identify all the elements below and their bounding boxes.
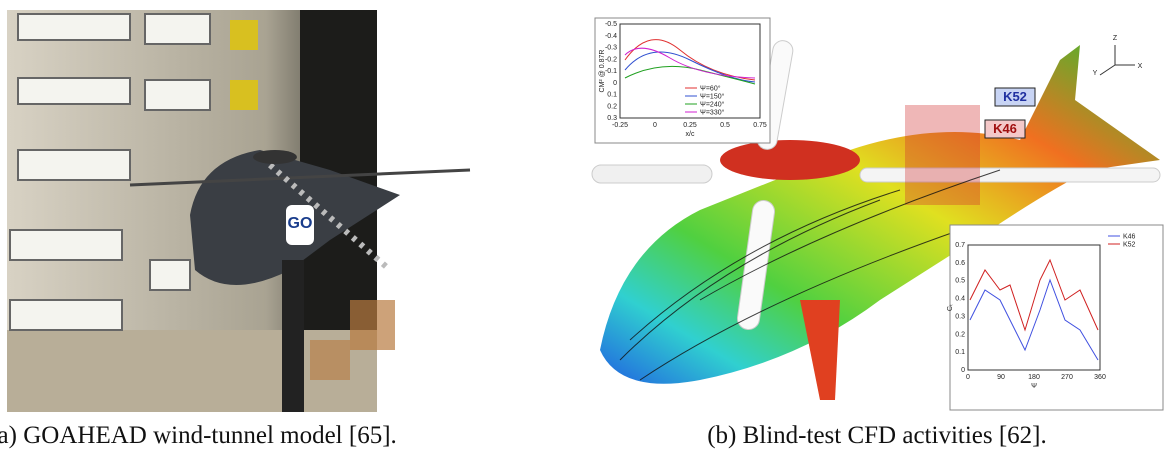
axis-letter: X [1138, 63, 1143, 70]
axis-letter: Y [1093, 70, 1098, 77]
figure: GO (a) GOAHEAD wind-tunnel model [65]. (… [0, 0, 1165, 459]
y-tick-label: -0.5 [605, 21, 617, 28]
y-tick-label: -0.1 [605, 68, 617, 75]
x-tick-label: 270 [1061, 374, 1073, 381]
y-tick-label: 0.3 [607, 115, 617, 122]
y-tick-label: 0.3 [955, 313, 965, 320]
x-axis-label: x/c [686, 131, 695, 138]
legend-label: K52 [1123, 242, 1136, 249]
photo-a: GO [7, 10, 470, 412]
x-tick-label: 0 [653, 122, 657, 129]
x-tick-label: 180 [1028, 374, 1040, 381]
legend-label: Ψ=60° [700, 85, 721, 93]
x-axis-label: Ψ [1031, 383, 1037, 390]
legend-label: Ψ=240° [700, 101, 725, 109]
caption: (b) Blind-test CFD activities [62]. [707, 422, 1047, 449]
y-tick-label: 0.4 [955, 296, 965, 303]
tag: K52 [1003, 89, 1027, 104]
y-tick-label: 0.2 [607, 103, 617, 110]
legend-label: K46 [1123, 234, 1136, 241]
x-tick-label: -0.25 [612, 122, 628, 129]
x-tick-label: 0.75 [753, 122, 767, 129]
caption: (a) GOAHEAD wind-tunnel model [65]. [0, 422, 397, 449]
y-axis-label: CM² @ 0.87R [599, 50, 606, 93]
y-tick-label: 0.1 [955, 349, 965, 356]
y-tick-label: -0.4 [605, 33, 617, 40]
y-tick-label: 0 [613, 80, 617, 87]
render-b [592, 18, 1163, 410]
y-tick-label: 0.1 [607, 92, 617, 99]
y-tick-label: 0.2 [955, 331, 965, 338]
x-tick-label: 0 [966, 374, 970, 381]
x-tick-label: 90 [997, 374, 1005, 381]
logo: GO [288, 215, 313, 232]
tag: K46 [993, 121, 1017, 136]
x-tick-label: 360 [1094, 374, 1106, 381]
axis-letter: Z [1113, 35, 1118, 42]
y-tick-label: 0.6 [955, 260, 965, 267]
legend-label: Ψ=150° [700, 93, 725, 101]
y-tick-label: -0.2 [605, 56, 617, 63]
legend-label: Ψ=330° [700, 109, 725, 117]
x-tick-label: 0.25 [683, 122, 697, 129]
y-tick-label: -0.3 [605, 45, 617, 52]
y-tick-label: 0 [961, 367, 965, 374]
y-tick-label: 0.5 [955, 278, 965, 285]
x-tick-label: 0.5 [720, 122, 730, 129]
y-axis-label: Cₜ [947, 304, 954, 311]
y-tick-label: 0.7 [955, 242, 965, 249]
